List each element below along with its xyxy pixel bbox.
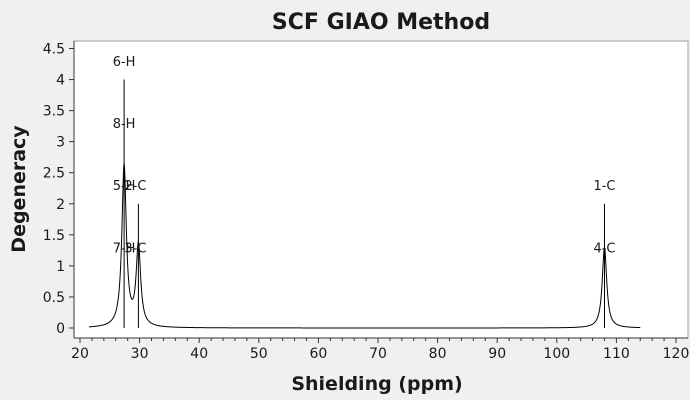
peak-label: 2-C xyxy=(124,179,146,194)
y-tick-label: 0 xyxy=(56,321,65,337)
x-tick-label: 20 xyxy=(71,346,89,362)
peak-label: 1-C xyxy=(593,179,615,194)
x-tick-label: 100 xyxy=(543,346,570,362)
x-tick-label: 30 xyxy=(131,346,149,362)
y-tick-label: 4 xyxy=(56,73,65,89)
x-tick-label: 110 xyxy=(603,346,630,362)
peak-label: 8-H xyxy=(113,117,136,132)
y-tick-label: 2 xyxy=(56,197,65,213)
y-tick-label: 0.5 xyxy=(43,290,65,306)
x-axis-label: Shielding (ppm) xyxy=(291,373,462,395)
x-tick-label: 60 xyxy=(309,346,327,362)
peak-label: 4-C xyxy=(593,241,615,256)
y-tick-label: 3.5 xyxy=(43,104,65,120)
spectrum-curve xyxy=(88,163,641,329)
y-tick-label: 2.5 xyxy=(43,166,65,182)
x-tick-label: 120 xyxy=(663,346,690,362)
y-tick-label: 4.5 xyxy=(43,42,65,58)
peak-label: 6-H xyxy=(113,55,136,70)
y-tick-label: 1.5 xyxy=(43,228,65,244)
y-axis: 0 0.5 1 1.5 2 2.5 3 3.5 4 4.5 xyxy=(43,41,75,338)
y-tick-label: 3 xyxy=(56,135,65,151)
peak-sticks xyxy=(123,79,605,328)
x-tick-label: 80 xyxy=(429,346,447,362)
x-axis: 20 30 40 50 60 70 80 90 100 110 120 xyxy=(71,337,690,362)
x-tick-label: 50 xyxy=(250,346,268,362)
peak-labels: 6-H 8-H 5-H2-C 7-H3-C 1-C 4-C xyxy=(113,55,616,256)
chart-title: SCF GIAO Method xyxy=(272,10,490,35)
peak-label: 5-H xyxy=(113,179,136,194)
peak-label: 3-C xyxy=(124,241,146,256)
x-tick-label: 70 xyxy=(369,346,387,362)
x-tick-label: 90 xyxy=(488,346,506,362)
x-tick-label: 40 xyxy=(190,346,208,362)
peak-label: 7-H xyxy=(113,241,136,256)
y-axis-label: Degeneracy xyxy=(8,125,30,253)
y-tick-label: 1 xyxy=(56,259,65,275)
plot-area xyxy=(73,40,689,339)
